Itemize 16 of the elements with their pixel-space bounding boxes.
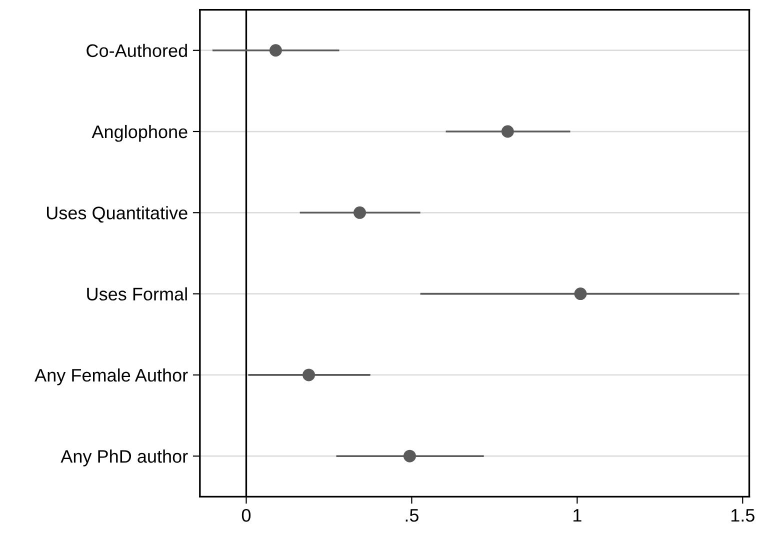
point (302, 368, 316, 382)
y-tick-label: Any PhD author (60, 450, 188, 466)
y-tick-label: Any Female Author (34, 368, 188, 386)
point (269, 44, 282, 57)
x-tick-label: 1.5 (731, 509, 754, 522)
y-tick-label: Anglophone (92, 124, 188, 142)
y-tick-label: Uses Quantitative (46, 206, 188, 223)
y-tick-label: Uses Formal (87, 287, 187, 301)
point (574, 288, 587, 300)
point (501, 125, 514, 138)
x-tick-label: .5 (406, 509, 418, 522)
point (354, 206, 366, 219)
point (403, 450, 416, 462)
x-tick-label: 0 (242, 508, 251, 522)
y-tick-label: Co-Authored (86, 44, 187, 58)
x-tick-label: 1 (574, 509, 582, 522)
